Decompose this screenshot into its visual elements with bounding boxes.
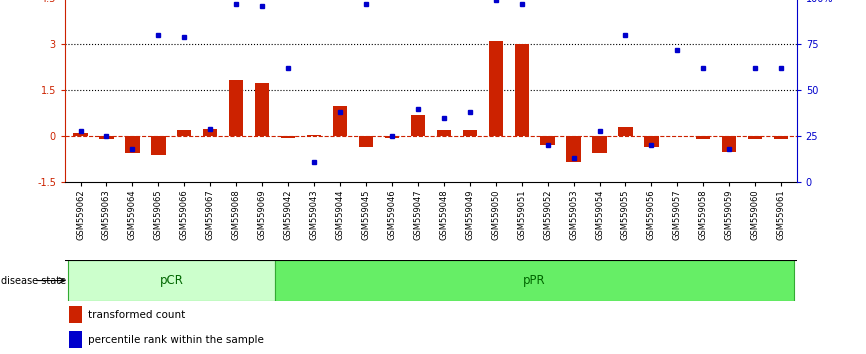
Bar: [74, 133, 87, 136]
Bar: [514, 44, 529, 136]
Bar: [696, 136, 710, 139]
Bar: [644, 136, 658, 147]
Bar: [566, 136, 581, 162]
Bar: [410, 115, 425, 136]
Bar: [229, 80, 243, 136]
Bar: [68, 306, 81, 323]
Bar: [618, 127, 632, 136]
Bar: [275, 260, 794, 301]
Bar: [592, 136, 607, 153]
Text: pPR: pPR: [523, 274, 546, 287]
Bar: [774, 136, 788, 139]
Bar: [462, 130, 477, 136]
Bar: [540, 136, 555, 145]
Bar: [68, 331, 81, 348]
Bar: [748, 136, 762, 139]
Bar: [204, 129, 217, 136]
Bar: [255, 82, 269, 136]
Text: percentile rank within the sample: percentile rank within the sample: [88, 335, 264, 344]
Bar: [488, 41, 503, 136]
Text: pCR: pCR: [159, 274, 184, 287]
Bar: [307, 135, 321, 136]
Bar: [722, 136, 736, 152]
Bar: [152, 136, 165, 155]
Bar: [68, 260, 275, 301]
Bar: [100, 136, 113, 139]
Text: disease state: disease state: [1, 275, 66, 286]
Bar: [281, 136, 295, 138]
Bar: [359, 136, 373, 147]
Text: transformed count: transformed count: [88, 310, 185, 320]
Bar: [385, 136, 399, 138]
Bar: [436, 130, 451, 136]
Bar: [126, 136, 139, 153]
Bar: [178, 130, 191, 136]
Bar: [333, 105, 347, 136]
